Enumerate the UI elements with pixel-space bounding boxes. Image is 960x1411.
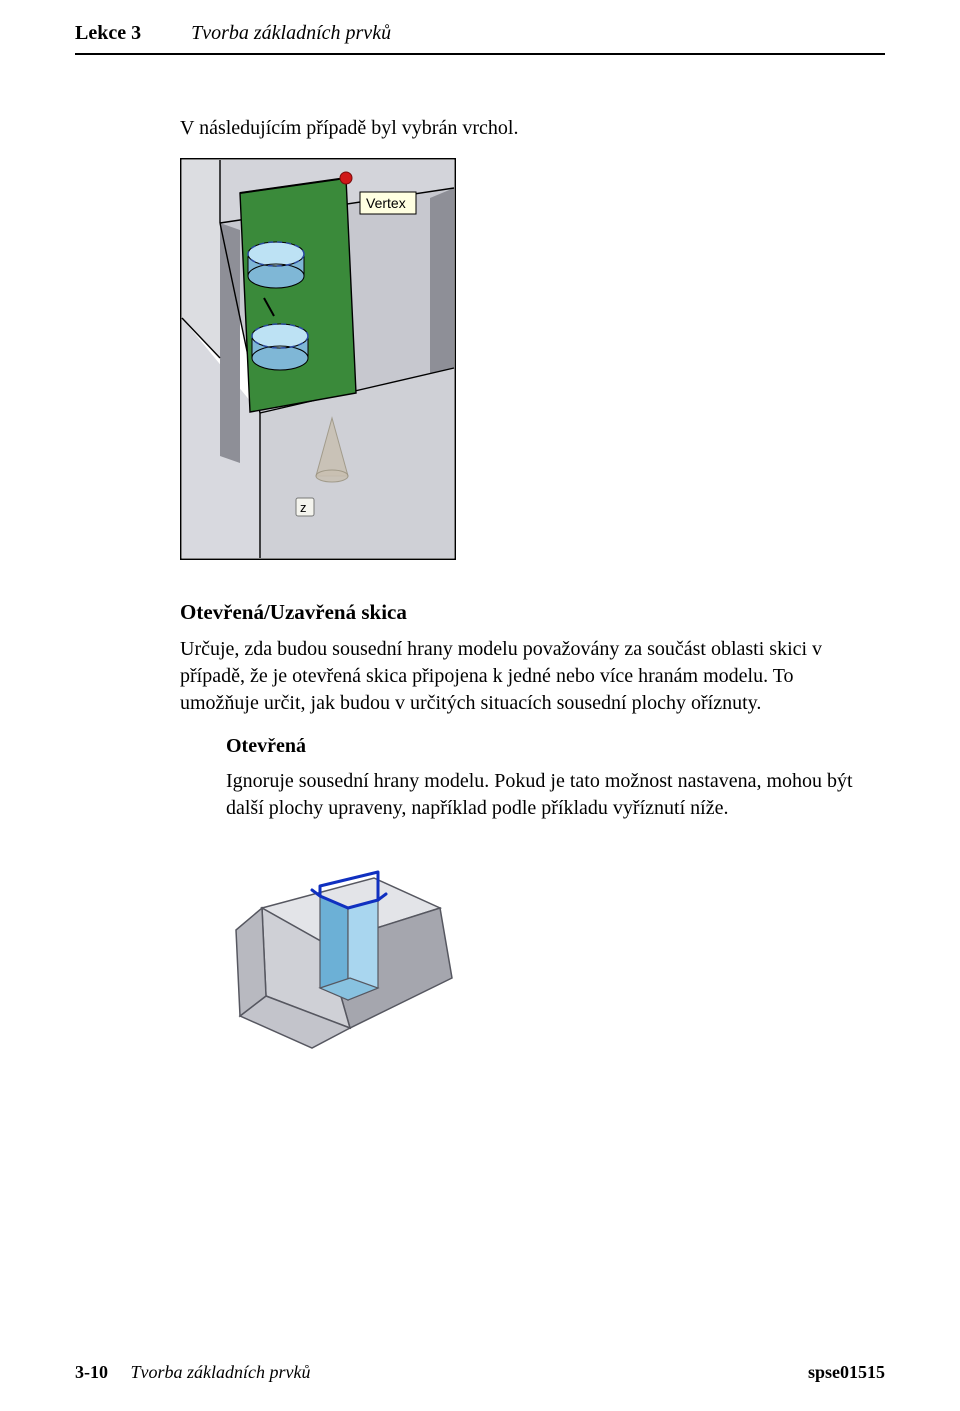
running-head: Lekce 3 Tvorba základních prvků xyxy=(75,22,885,55)
content-area: V následujícím případě byl vybrán vrchol… xyxy=(180,115,865,1058)
tooltip-vertex: Vertex xyxy=(366,195,406,211)
figure2-svg xyxy=(226,838,458,1050)
cylinder-icon xyxy=(248,242,304,288)
page: Lekce 3 Tvorba základních prvků V násled… xyxy=(0,0,960,1411)
lesson-title: Tvorba základních prvků xyxy=(191,22,391,45)
footer-code: spse01515 xyxy=(808,1362,885,1383)
subsection-text: Ignoruje sousední hrany modelu. Pokud je… xyxy=(226,768,865,822)
page-number: 3-10 xyxy=(75,1362,108,1382)
page-footer: 3-10 Tvorba základních prvků spse01515 xyxy=(75,1362,885,1383)
footer-left: 3-10 Tvorba základních prvků xyxy=(75,1362,310,1383)
intro-paragraph: V následujícím případě byl vybrán vrchol… xyxy=(180,115,865,142)
lesson-number: Lekce 3 xyxy=(75,22,141,45)
cylinder-icon xyxy=(252,324,308,370)
section-heading-open-closed-sketch: Otevřená/Uzavřená skica xyxy=(180,598,865,626)
section-text: Určuje, zda budou sousední hrany modelu … xyxy=(180,636,865,717)
figure-open-cut xyxy=(226,838,865,1058)
footer-title: Tvorba základních prvků xyxy=(131,1362,311,1382)
subsection-heading-open: Otevřená xyxy=(226,733,865,760)
figure-vertex-selection: Vertex xyxy=(180,158,865,568)
subsection-open: Otevřená Ignoruje sousední hrany modelu.… xyxy=(226,733,865,1058)
figure1-svg: Vertex xyxy=(180,158,456,560)
axis-label: z xyxy=(300,500,307,515)
